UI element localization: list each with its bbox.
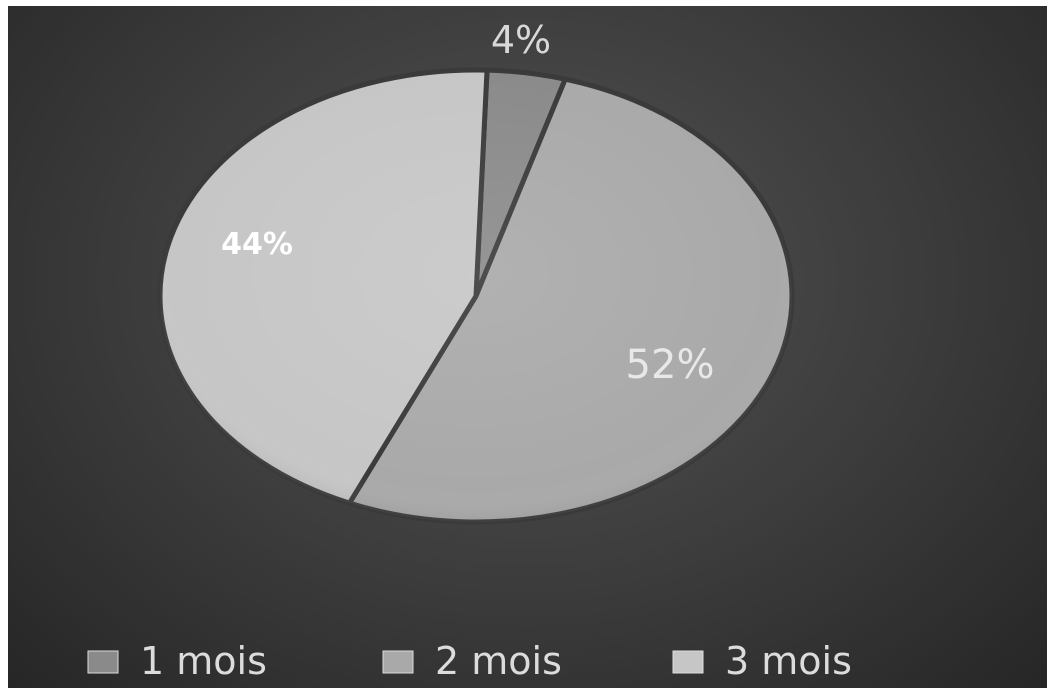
legend-label: 1 mois [140,639,267,683]
legend-item-1-mois[interactable]: 1 mois [87,639,267,683]
chart-frame: 4% 52% 44% 1 mois 2 mois 3 mois [8,6,1047,688]
slice-label-3-mois: 44% [221,227,293,262]
legend-item-3-mois[interactable]: 3 mois [672,639,852,683]
pie-chart: 4% 52% 44% 1 mois 2 mois 3 mois [87,18,852,683]
slice-label-1-mois: 4% [491,18,551,62]
slice-label-2-mois: 52% [626,342,715,388]
legend: 1 mois 2 mois 3 mois [87,639,852,683]
legend-label: 3 mois [725,639,852,683]
legend-swatch [87,650,119,674]
legend-item-2-mois[interactable]: 2 mois [382,639,562,683]
legend-swatch [382,650,414,674]
legend-swatch [672,650,704,674]
legend-label: 2 mois [435,639,562,683]
